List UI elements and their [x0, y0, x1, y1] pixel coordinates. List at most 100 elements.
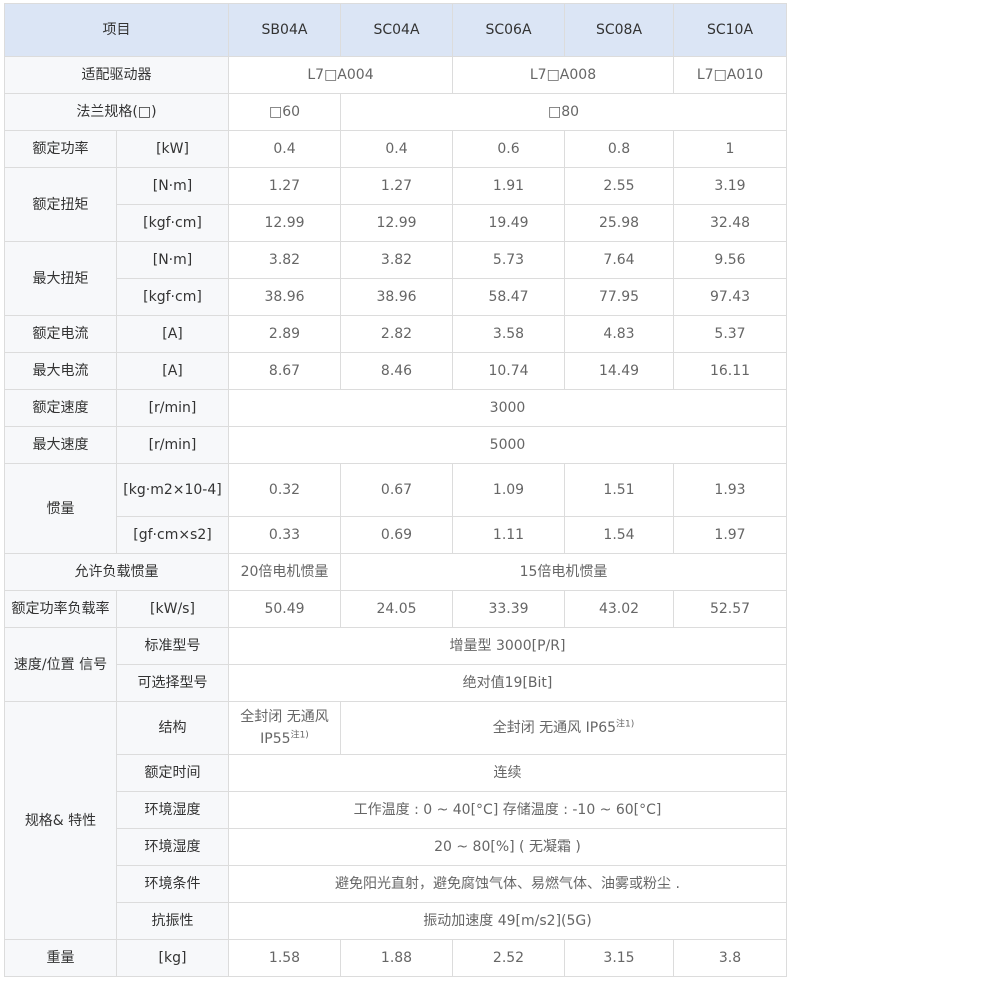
- cell-value: 0.69: [340, 516, 453, 554]
- row-label: 重量: [4, 939, 117, 977]
- table-row: 重量 [kg] 1.58 1.88 2.52 3.15 3.8: [4, 939, 787, 977]
- cell-value: □80: [340, 93, 787, 131]
- cell-value: 1.27: [340, 167, 453, 205]
- cell-value: 1.54: [564, 516, 674, 554]
- table-row: [gf·cm×s2] 0.33 0.69 1.11 1.54 1.97: [5, 516, 787, 554]
- row-label: 额定电流: [4, 315, 117, 353]
- row-label: [A]: [116, 315, 229, 353]
- header-model: SC10A: [673, 3, 787, 57]
- cell-value: 3.58: [452, 315, 565, 353]
- header-row: 项目 SB04A SC04A SC06A SC08A SC10A: [4, 3, 787, 57]
- row-label: [gf·cm×s2]: [116, 516, 229, 554]
- table-row: 适配驱动器 L7□A004 L7□A008 L7□A010: [4, 56, 787, 94]
- cell-value: 1: [673, 130, 787, 168]
- footnote-mark: 注1): [616, 719, 635, 730]
- cell-value: 1.88: [340, 939, 453, 977]
- cell-value: 12.99: [340, 204, 453, 242]
- cell-value: 3.15: [564, 939, 674, 977]
- row-label: [kgf·cm]: [116, 278, 229, 316]
- cell-value: 1.09: [452, 463, 565, 517]
- cell-value: 0.4: [228, 130, 341, 168]
- cell-text: 全封闭 无通风 IP55: [240, 709, 329, 747]
- row-label: 额定扭矩: [4, 167, 117, 242]
- cell-value: 20 ~ 80[%] ( 无凝霜 ): [228, 828, 787, 866]
- row-label: 可选择型号: [116, 664, 229, 702]
- table-row: 法兰规格(□) □60 □80: [4, 93, 787, 131]
- cell-value: 1.27: [228, 167, 341, 205]
- row-label: 结构: [116, 701, 229, 755]
- table-row: 规格& 特性 结构 全封闭 无通风 IP55注1) 全封闭 无通风 IP65注1): [4, 701, 787, 940]
- cell-value: □60: [228, 93, 341, 131]
- cell-value: 避免阳光直射，避免腐蚀气体、易燃气体、油雾或粉尘 .: [228, 865, 787, 903]
- cell-value: 10.74: [452, 352, 565, 390]
- spec-table: 项目 SB04A SC04A SC06A SC08A SC10A 适配驱动器 L7□A004 L…: [4, 3, 787, 977]
- table-row: 可选择型号 绝对值19[Bit]: [5, 664, 787, 702]
- cell-value: 25.98: [564, 204, 674, 242]
- table-row: 最大电流 [A] 8.67 8.46 10.74 14.49 16.11: [4, 352, 787, 390]
- table-row: 额定速度 [r/min] 3000: [4, 389, 787, 427]
- row-label: [kW]: [116, 130, 229, 168]
- cell-value: 33.39: [452, 590, 565, 628]
- cell-value: 0.4: [340, 130, 453, 168]
- cell-value: 24.05: [340, 590, 453, 628]
- cell-value: 3.8: [673, 939, 787, 977]
- cell-value: 8.46: [340, 352, 453, 390]
- footnote-mark: 注1): [290, 730, 309, 741]
- table-row: 额定电流 [A] 2.89 2.82 3.58 4.83 5.37: [4, 315, 787, 353]
- row-label: 惯量: [4, 463, 117, 554]
- table-row: 速度/位置 信号 标准型号 增量型 3000[P/R]: [4, 627, 787, 702]
- table-row: 最大速度 [r/min] 5000: [4, 426, 787, 464]
- table-row: 环境条件 避免阳光直射，避免腐蚀气体、易燃气体、油雾或粉尘 .: [5, 865, 787, 903]
- row-label: 最大电流: [4, 352, 117, 390]
- cell-value: L7□A008: [452, 56, 674, 94]
- cell-value: 连续: [228, 754, 787, 792]
- cell-value: 5000: [228, 426, 787, 464]
- row-label: 环境湿度: [116, 791, 229, 829]
- cell-value: 工作温度 : 0 ~ 40[°C] 存储温度 : -10 ~ 60[°C]: [228, 791, 787, 829]
- cell-value: 增量型 3000[P/R]: [228, 627, 787, 665]
- header-item: 项目: [4, 3, 229, 57]
- table-row: 环境湿度 20 ~ 80[%] ( 无凝霜 ): [5, 828, 787, 866]
- cell-value: 38.96: [340, 278, 453, 316]
- cell-value: 1.51: [564, 463, 674, 517]
- row-label: 额定时间: [116, 754, 229, 792]
- row-label: [N·m]: [116, 241, 229, 279]
- cell-value: 全封闭 无通风 IP55注1): [228, 701, 341, 755]
- cell-value: 0.8: [564, 130, 674, 168]
- cell-value: 1.91: [452, 167, 565, 205]
- table-row: 额定时间 连续: [5, 754, 787, 792]
- cell-value: 9.56: [673, 241, 787, 279]
- cell-value: 7.64: [564, 241, 674, 279]
- row-label: 最大扭矩: [4, 241, 117, 316]
- cell-value: 50.49: [228, 590, 341, 628]
- header-model: SC08A: [564, 3, 674, 57]
- row-label: 速度/位置 信号: [4, 627, 117, 702]
- cell-value: 绝对值19[Bit]: [228, 664, 787, 702]
- table-row: [kgf·cm] 38.96 38.96 58.47 77.95 97.43: [5, 278, 787, 316]
- cell-value: L7□A004: [228, 56, 453, 94]
- cell-value: 1.93: [673, 463, 787, 517]
- cell-value: 1.97: [673, 516, 787, 554]
- row-label: 抗振性: [116, 902, 229, 940]
- header-model: SC04A: [340, 3, 453, 57]
- row-label: 规格& 特性: [4, 701, 117, 940]
- row-label: 适配驱动器: [4, 56, 229, 94]
- row-label: [kg·m2×10-4]: [116, 463, 229, 517]
- cell-value: 3.82: [228, 241, 341, 279]
- header-model: SB04A: [228, 3, 341, 57]
- table-row: 环境湿度 工作温度 : 0 ~ 40[°C] 存储温度 : -10 ~ 60[°C…: [5, 791, 787, 829]
- cell-value: 0.67: [340, 463, 453, 517]
- cell-value: 3000: [228, 389, 787, 427]
- cell-value: 0.32: [228, 463, 341, 517]
- cell-value: 4.83: [564, 315, 674, 353]
- row-label: 允许负载惯量: [4, 553, 229, 591]
- table-row: 额定扭矩 [N·m] 1.27 1.27 1.91 2.55 3.19: [4, 167, 787, 242]
- table-row: 额定功率 [kW] 0.4 0.4 0.6 0.8 1: [4, 130, 787, 168]
- cell-value: 2.82: [340, 315, 453, 353]
- cell-value: 77.95: [564, 278, 674, 316]
- cell-value: 0.6: [452, 130, 565, 168]
- row-label: [kW/s]: [116, 590, 229, 628]
- row-label: [kg]: [116, 939, 229, 977]
- row-label: 标准型号: [116, 627, 229, 665]
- cell-value: 16.11: [673, 352, 787, 390]
